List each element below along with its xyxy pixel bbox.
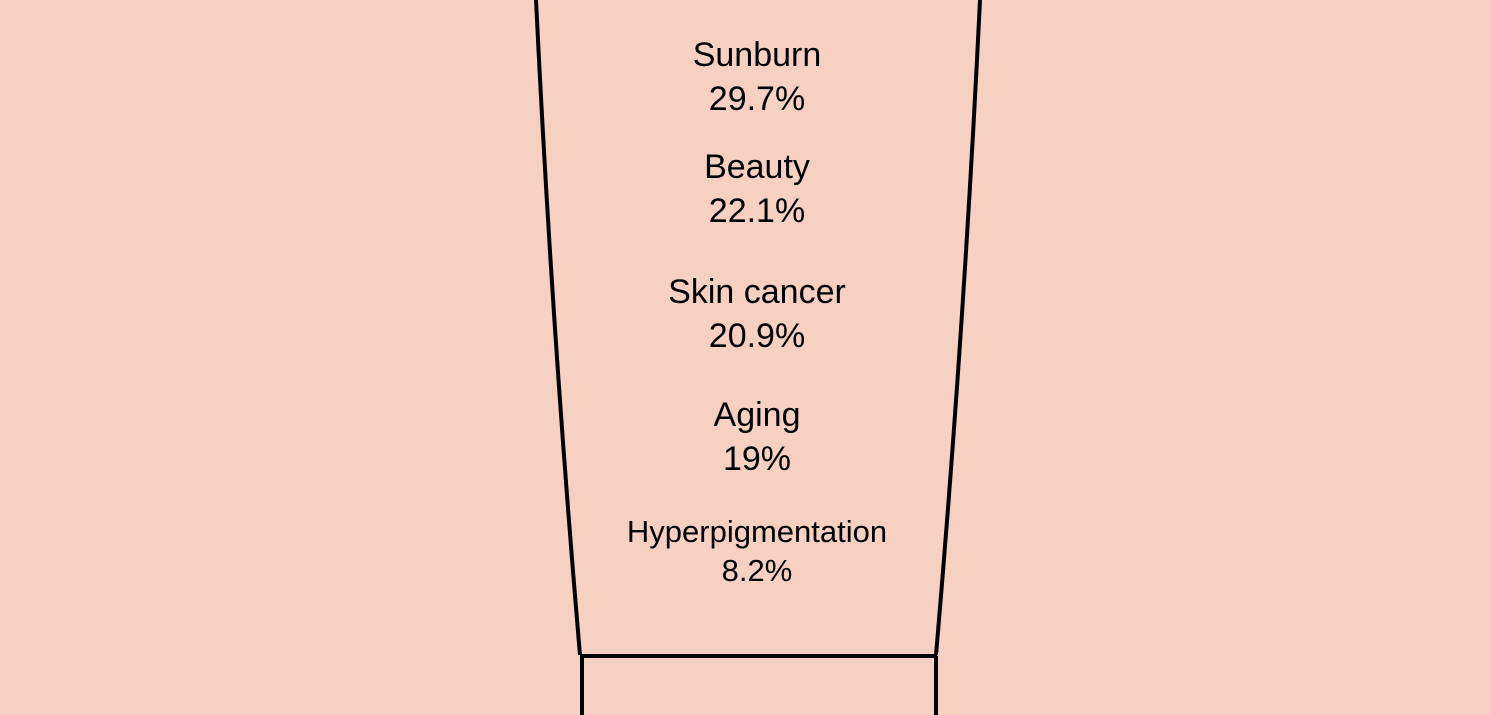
- value-label-sunburn: 29.7%: [708, 80, 806, 118]
- category-label-skin-cancer: Skin cancer: [668, 273, 846, 311]
- tube-right-edge: [934, 0, 982, 656]
- category-label-aging: Aging: [713, 396, 801, 434]
- value-label-skin-cancer: 20.9%: [708, 317, 806, 355]
- value-label-aging: 19%: [722, 440, 792, 478]
- tube-left-edge: [534, 0, 582, 656]
- category-label-beauty: Beauty: [704, 148, 810, 186]
- category-label-hyperpigmentation: Hyperpigmentation: [626, 514, 888, 549]
- value-label-hyperpigmentation: 8.2%: [721, 553, 793, 588]
- category-label-sunburn: Sunburn: [692, 36, 822, 74]
- value-label-beauty: 22.1%: [708, 192, 806, 230]
